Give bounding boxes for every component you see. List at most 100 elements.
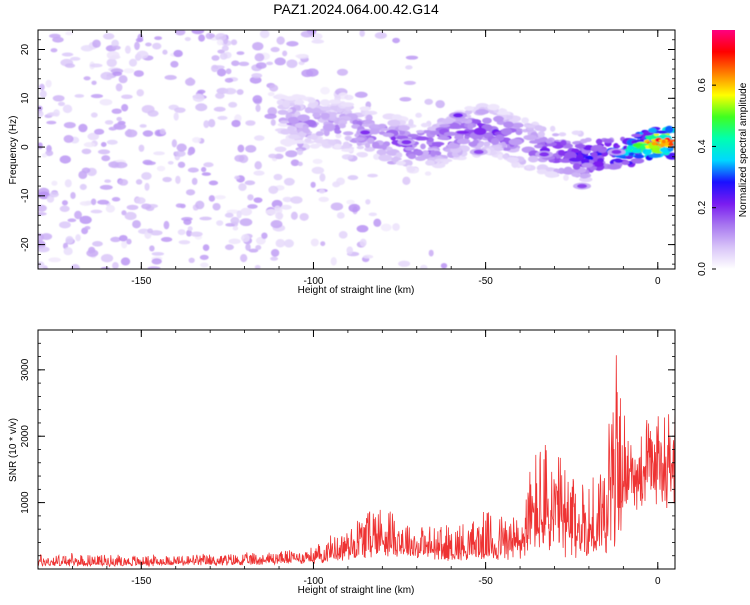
noise-blob (173, 112, 179, 121)
ridge-blob (443, 131, 458, 136)
ridge-blob (581, 162, 594, 168)
ridge-blob (664, 125, 674, 134)
noise-blob (283, 239, 294, 248)
ridge-blob (288, 134, 301, 140)
noise-blob (106, 139, 118, 145)
noise-blob (253, 197, 263, 203)
ridge-blob (407, 153, 417, 160)
ridge-blob (571, 172, 580, 177)
ridge-blob (537, 130, 545, 138)
noise-blob (249, 76, 262, 84)
core-blob (631, 148, 642, 154)
noise-blob (215, 92, 225, 99)
ridge-blob (420, 143, 426, 150)
ridge-blob (373, 153, 381, 160)
ridge-blob (564, 151, 577, 160)
noise-blob (245, 120, 256, 126)
ridge-blob (415, 156, 426, 161)
noise-blob (121, 240, 128, 249)
noise-blob (132, 220, 141, 229)
ridge-blob (467, 122, 474, 130)
noise-blob (259, 30, 270, 39)
y-tick-label: 10 (20, 92, 31, 104)
ridge-blob (490, 138, 500, 145)
noise-blob (167, 160, 174, 165)
ridge-blob (364, 119, 373, 124)
noise-blob (399, 96, 412, 102)
noise-blob (133, 70, 144, 77)
noise-blob (216, 68, 227, 77)
noise-blob (154, 36, 163, 41)
ridge-blob (416, 129, 425, 134)
noise-blob (213, 106, 226, 112)
noise-blob (254, 264, 261, 269)
noise-blob (59, 205, 70, 212)
noise-blob (234, 154, 245, 162)
noise-blob (212, 202, 221, 211)
ridge-blob (595, 144, 604, 149)
noise-blob (341, 154, 354, 160)
ridge-blob (597, 147, 608, 153)
noise-blob (187, 77, 194, 86)
noise-blob (147, 266, 161, 269)
ridge-blob (297, 114, 310, 122)
noise-blob (135, 197, 146, 205)
noise-blob (254, 161, 262, 170)
y-tick-label: 20 (20, 44, 31, 56)
noise-blob (175, 150, 186, 157)
core-blob (667, 142, 674, 147)
noise-blob (424, 98, 433, 105)
noise-blob (236, 210, 242, 219)
ridge-blob (446, 143, 460, 149)
ridge-blob (544, 171, 559, 178)
x-tick-label: -50 (478, 276, 493, 287)
ridge-blob (429, 130, 441, 136)
ridge-blob (327, 139, 336, 145)
noise-blob (136, 89, 144, 97)
noise-blob (195, 103, 208, 112)
ridge-blob (552, 133, 560, 137)
noise-blob (81, 148, 92, 155)
y-tick-label: 1000 (20, 491, 31, 514)
noise-blob (367, 173, 378, 178)
ridge-blob (646, 135, 658, 140)
noise-blob (151, 258, 162, 265)
feature-blob (401, 139, 412, 145)
noise-blob (211, 64, 219, 73)
ridge-blob (483, 141, 491, 147)
noise-blob (197, 89, 206, 94)
noise-blob (111, 108, 122, 114)
noise-blob (48, 257, 61, 263)
ridge-blob (382, 132, 395, 137)
ridge-blob (322, 123, 336, 132)
noise-blob (152, 42, 162, 50)
noise-blob (83, 76, 91, 81)
ridge-blob (468, 141, 478, 147)
ridge-blob (364, 142, 371, 148)
noise-blob (195, 200, 205, 210)
ridge-blob (376, 149, 387, 156)
noise-blob (335, 133, 342, 139)
ridge-blob (295, 105, 301, 111)
noise-blob (65, 31, 74, 36)
noise-blob (191, 30, 205, 35)
noise-blob (348, 203, 361, 213)
ridge-blob (340, 102, 355, 107)
noise-blob (285, 150, 298, 158)
noise-blob (356, 224, 369, 233)
spectrogram-y-label: Frequency (Hz) (8, 116, 19, 185)
ridge-blob (511, 122, 524, 128)
noise-blob (174, 107, 186, 113)
ridge-blob (529, 140, 541, 144)
noise-blob (115, 83, 123, 92)
ridge-blob (528, 155, 539, 163)
colorbar-tick-label: 0.4 (697, 139, 708, 153)
ridge-blob (294, 94, 307, 100)
noise-blob (74, 94, 85, 98)
ridge-blob (430, 150, 436, 157)
ridge-blob (498, 108, 506, 113)
ridge-blob (276, 94, 289, 99)
ridge-blob (310, 133, 319, 140)
feature-blob (611, 149, 622, 155)
